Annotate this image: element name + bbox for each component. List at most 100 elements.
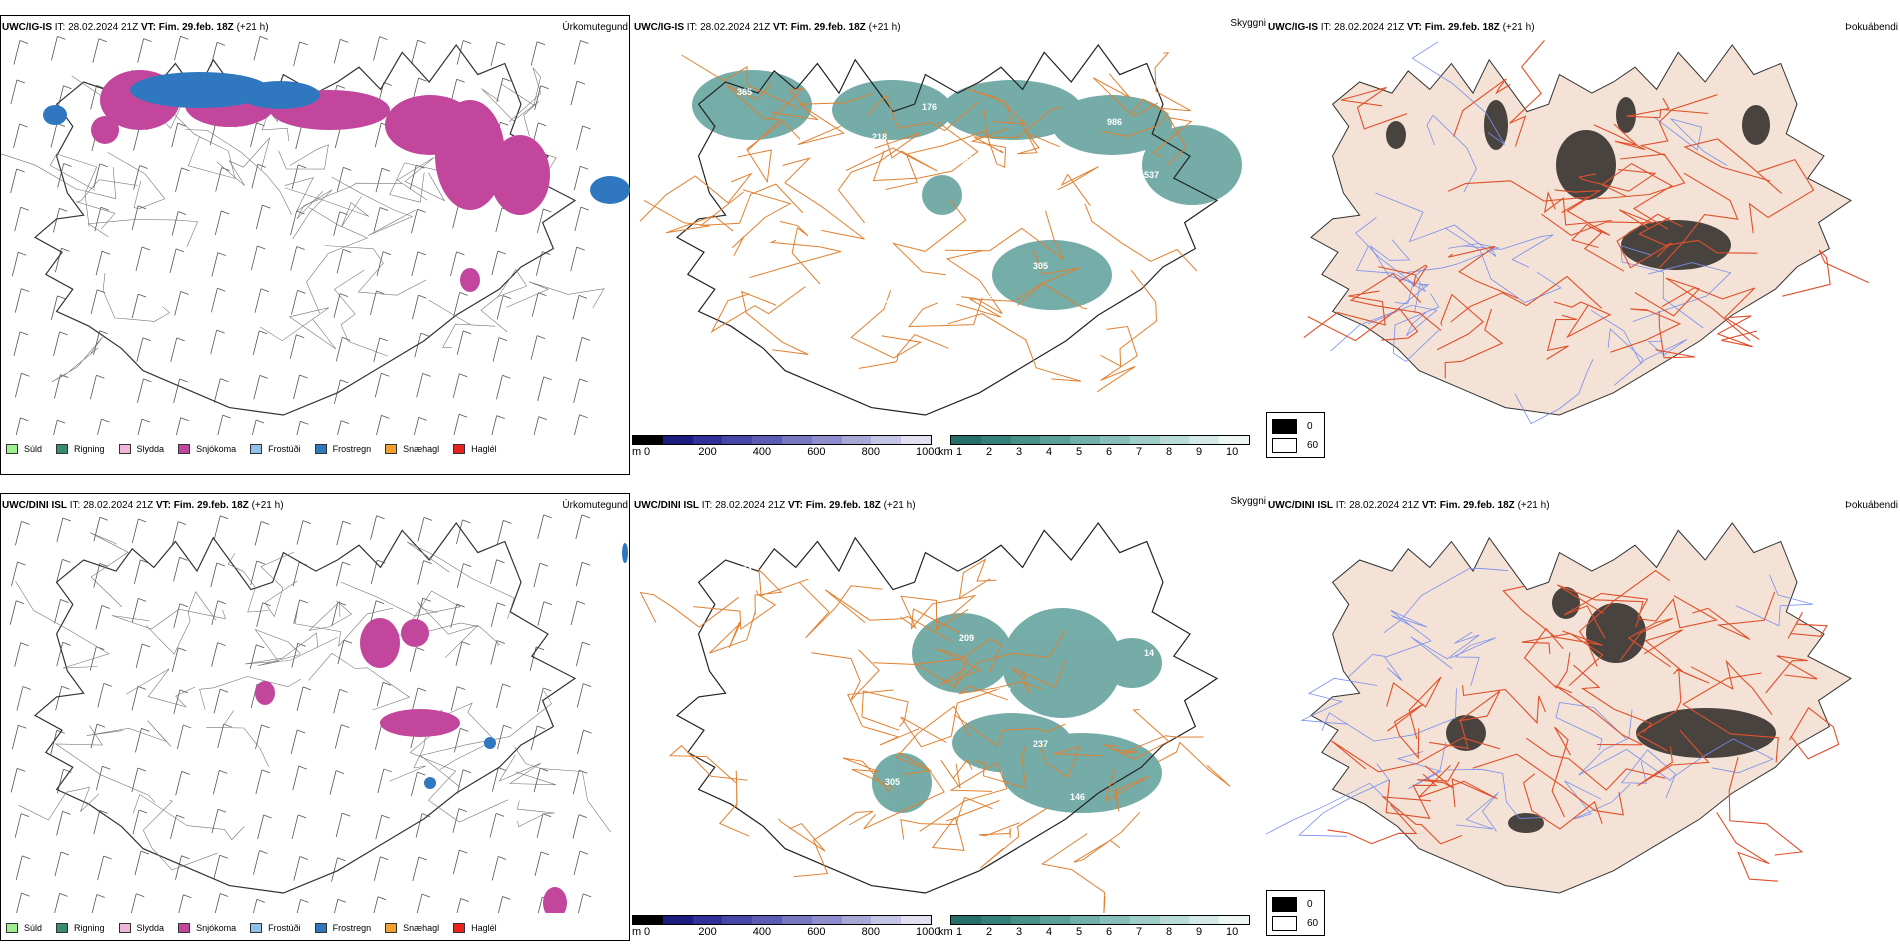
wind-barb [14,288,30,313]
road [1,153,117,200]
road [1453,78,1511,137]
wind-barb [131,293,147,319]
road [1765,655,1818,694]
road [51,336,103,383]
fog-panel-1: UWC/IG-IS IT: 28.02.2024 21Z VT: Fim. 29… [1266,15,1900,477]
colorbar-tick-label: 2 [986,446,993,458]
road [1683,138,1783,194]
road [940,758,973,789]
road [966,88,1029,125]
road [49,153,98,227]
road [142,799,218,871]
wind-barb [416,893,431,913]
wind-barb [453,728,469,753]
wind-barb [570,246,585,272]
wind-barb [93,516,109,542]
road [1514,359,1594,425]
road [296,182,403,220]
road [1521,632,1604,687]
vt-label: VT: [155,500,171,511]
road [514,747,611,833]
panel-header: UWC/IG-IS IT: 28.02.2024 21Z VT: Fim. 29… [2,22,269,33]
wind-barb [217,414,231,435]
road [102,273,171,322]
road [741,290,809,355]
road [1564,780,1631,820]
wind-barb [173,689,188,714]
colorbar-segment [781,436,812,444]
road [15,580,110,669]
wind-barb [496,683,511,709]
road [1600,162,1673,230]
wind-barb [255,769,271,795]
wind-barb [89,374,105,400]
legend-label: Rigning [74,444,105,454]
wind-barb [295,124,310,150]
wind-barb [15,521,30,546]
vt-label: VT: [787,500,803,511]
wind-barb [374,372,390,398]
wind-barb [373,36,388,61]
wind-barb [53,419,66,435]
road [417,601,479,658]
lead-time: (+21 h) [883,500,916,511]
road [709,612,756,654]
wind-barb [416,597,431,623]
wind-barb [452,808,468,833]
wind-barb [490,640,505,665]
wind-barb [577,893,592,913]
colorbar-tick-label: 9 [1196,926,1203,938]
low-visibility-area [872,753,932,813]
colorbar-tick-label: 0 [644,446,651,458]
wind-barb [254,288,270,313]
wind-barb [171,211,187,236]
it-value: 28.02.2024 21Z [700,22,771,33]
fog-high-swatch [1272,419,1297,434]
wind-barb [293,374,308,400]
wind-barb [290,210,305,236]
wind-barb [535,251,551,276]
wind-barb [373,337,388,363]
wind-barb [490,559,505,584]
wind-barb [254,521,270,546]
wind-barb [55,685,70,711]
wind-barb [452,373,468,398]
colorbar-segment [871,916,902,924]
road [1266,782,1399,835]
wind-barb [333,689,348,714]
wind-barb [411,39,426,65]
road [501,67,542,123]
low-visibility-area [1002,608,1122,718]
panel-header: UWC/DINI ISL IT: 28.02.2024 21Z VT: Fim.… [634,500,916,511]
colorbar-segment [1129,436,1160,444]
wind-barb [90,723,106,749]
wind-barb [169,248,185,273]
wind-barb [131,685,147,711]
wind-barb [411,208,426,234]
wind-barb [495,207,510,233]
road [891,199,967,276]
road [1522,773,1603,830]
cloud-base-label: 368 [848,724,863,734]
road [1017,119,1060,155]
fog-area [1621,220,1731,270]
wind-barb [496,374,511,400]
road [409,719,508,823]
wind-barb [534,85,549,110]
wind-barb [536,813,552,838]
wind-barb [376,251,392,276]
wind-barb [173,557,188,582]
colorbar-segment [752,436,782,444]
wind-barb [456,898,469,913]
wind-barb [411,251,427,277]
road [1330,283,1430,352]
precip-type-panel-1: UWC/IG-IS IT: 28.02.2024 21Z VT: Fim. 29… [0,15,632,477]
legend-swatch [314,923,327,933]
wind-barb [253,850,268,875]
legend-item: Frostúði [250,923,301,933]
road [1152,117,1193,166]
wind-barb [291,164,307,189]
lead-time: (+21 h) [1502,22,1535,33]
road [1554,189,1611,236]
legend-label: Súld [24,444,43,454]
